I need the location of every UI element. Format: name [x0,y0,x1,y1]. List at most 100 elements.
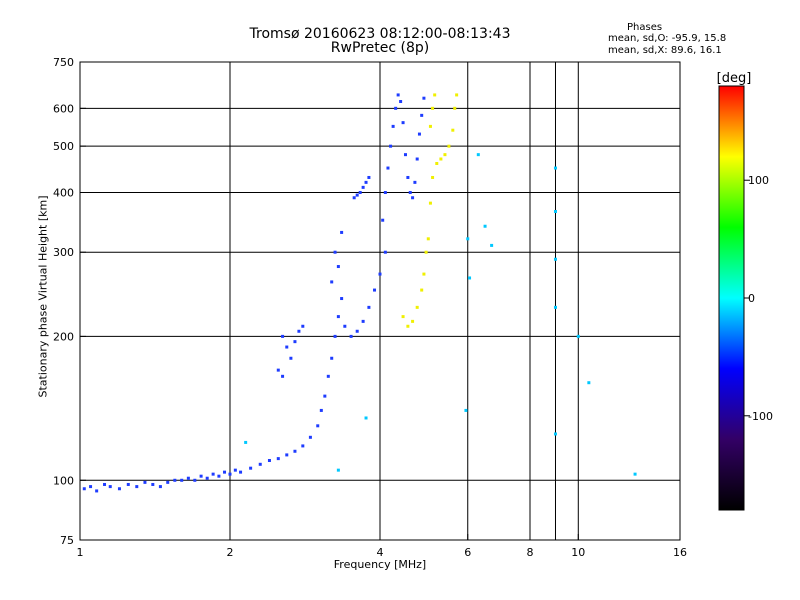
data-point-o [411,196,415,200]
data-point-o [378,272,382,276]
data-point-o [364,180,368,184]
x-tick-label: 8 [527,546,534,559]
data-point-o [267,458,271,462]
data-point-o [258,462,262,466]
data-point-o [319,408,323,412]
data-point-o [308,435,312,439]
data-point-x [431,175,435,179]
data-point-o [381,218,385,222]
data-point-o [276,457,280,461]
y-tick-label: 600 [53,102,74,115]
data-point-o [349,334,353,338]
data-point-o [285,453,289,457]
data-point-o [383,250,387,254]
data-point-o [89,485,93,489]
data-point-o [361,319,365,323]
y-tick-label: 400 [53,186,74,199]
y-tick-label: 300 [53,246,74,259]
data-point-o [406,175,410,179]
x-tick-label: 6 [464,546,471,559]
data-point-o [323,394,327,398]
colorbar-tick-label: 0 [748,292,755,305]
data-point-sparse [244,440,248,444]
data-point-x [455,93,459,97]
data-point-o [383,190,387,194]
phase-stats-o-mode: mean, sd,O: -95.9, 15.8 [608,33,727,44]
data-point-x [420,288,424,292]
data-point-o [352,196,356,200]
data-point-o [422,96,426,100]
data-point-o [401,121,405,125]
data-point-x [433,93,437,97]
data-point-o [233,468,237,472]
data-point-o [336,265,340,269]
data-point-o [367,175,371,179]
data-point-o [343,324,347,328]
data-point-o [276,368,280,372]
data-point-sparse [336,468,340,472]
data-point-x [439,157,443,161]
data-point-o [358,190,362,194]
chart-title: Tromsø 20160623 08:12:00-08:13:43 [249,26,511,42]
data-point-sparse [553,210,557,214]
x-axis-label: Frequency [MHz] [333,558,427,571]
data-point-o [297,329,301,333]
data-point-o [355,193,359,197]
data-point-sparse [466,237,470,241]
data-point-x [426,237,430,241]
data-point-sparse [476,153,480,157]
data-point-x [428,201,432,205]
x-tick-label: 10 [571,546,585,559]
data-point-o [333,250,337,254]
data-point-o [158,485,162,489]
data-point-o [333,334,337,338]
data-point-o [180,478,184,482]
data-point-x [451,128,455,132]
data-point-o [403,153,407,157]
data-point-x [415,305,419,309]
data-point-o [135,485,139,489]
data-point-o [415,157,419,161]
data-point-sparse [464,408,468,412]
colorbar-tick-label: 100 [748,174,769,187]
data-point-o [239,470,243,474]
data-point-o [301,324,305,328]
data-point-o [330,356,334,360]
data-point-o [396,93,400,97]
data-point-o [117,487,121,491]
data-point-sparse [553,305,557,309]
grid-lines [80,62,680,540]
data-point-o [361,185,365,189]
phase-stats-heading: Phases [627,22,663,33]
data-point-x [447,144,451,148]
data-point-o [394,106,398,110]
data-point-o [281,334,285,338]
data-point-o [108,485,112,489]
data-point-o [228,472,232,476]
data-point-x [406,324,410,328]
data-point-o [316,424,320,428]
x-tick-label: 2 [227,546,234,559]
data-point-o [408,190,412,194]
data-point-x [453,106,457,110]
data-point-o [223,470,227,474]
data-point-o [336,315,340,319]
data-point-o [82,487,86,491]
data-point-sparse [468,276,472,280]
data-point-sparse [553,432,557,436]
colorbar-tick-label: -100 [748,410,773,423]
phase-stats-x-mode: mean, sd,X: 89.6, 16.1 [608,45,722,56]
colorbar-gradient [718,85,745,511]
data-point-sparse [490,243,494,247]
data-point-o [173,478,177,482]
y-tick-label: 750 [53,56,74,69]
data-point-sparse [483,224,487,228]
data-point-o [166,480,170,484]
data-point-o [389,144,393,148]
data-point-x [424,250,428,254]
data-point-o [293,340,297,344]
data-point-o [367,305,371,309]
data-point-o [126,482,130,486]
x-tick-label: 16 [673,546,687,559]
chart-subtitle: RwPretec (8p) [330,40,430,56]
